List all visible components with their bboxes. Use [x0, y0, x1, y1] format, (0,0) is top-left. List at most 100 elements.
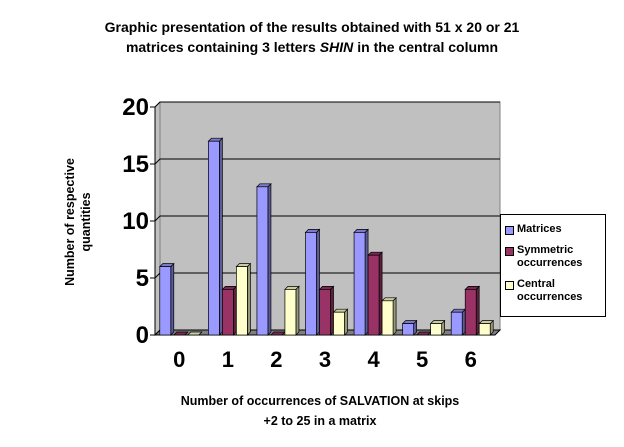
bar-top	[318, 286, 335, 290]
bar-side	[475, 285, 480, 336]
bar	[305, 232, 317, 336]
bar	[236, 266, 248, 336]
bar	[222, 289, 234, 336]
chart-title-part: in the central column	[357, 39, 498, 55]
bar-group	[158, 262, 175, 336]
bar-top	[415, 331, 432, 336]
bar-side	[295, 285, 300, 336]
bar-top	[401, 320, 418, 324]
bar-top	[221, 286, 238, 290]
legend-item: Symmetric occurrences	[505, 244, 601, 270]
bar-group	[464, 285, 481, 336]
bar	[381, 300, 394, 336]
bar-top	[284, 286, 300, 290]
legend-label: Central occurrences	[517, 278, 583, 303]
y-tick-label: 10	[122, 208, 149, 235]
bar-top	[353, 229, 369, 233]
legend-swatch	[505, 226, 514, 235]
bar	[478, 323, 491, 336]
legend-label: Matrices	[517, 223, 562, 235]
bar	[430, 323, 442, 336]
y-axis-label: Number of respective	[63, 158, 77, 286]
bar-top	[235, 263, 252, 267]
bar	[159, 266, 172, 336]
bar-top	[256, 183, 272, 188]
bar-group	[450, 308, 467, 336]
legend-item: Matrices	[505, 223, 601, 236]
grid-line	[154, 158, 500, 165]
bar	[256, 186, 269, 336]
bar-group	[304, 228, 321, 336]
y-tick-label: 15	[122, 151, 149, 178]
bar-top	[304, 229, 321, 233]
y-tick-label: 5	[136, 265, 149, 292]
bar-top	[381, 297, 397, 302]
bar-group	[401, 319, 418, 336]
bar	[284, 289, 297, 336]
bar-top	[429, 320, 446, 324]
bar-side	[233, 285, 237, 336]
bar-side	[267, 182, 272, 336]
bar-side	[247, 262, 251, 336]
bar-group	[186, 331, 203, 336]
bar-group	[221, 285, 238, 336]
bar-side	[392, 296, 397, 336]
bar-side	[344, 308, 348, 336]
bar-group	[381, 296, 397, 336]
chart-title: Graphic presentation of the results obta…	[105, 19, 520, 35]
bar	[208, 140, 220, 336]
bar-side	[461, 308, 466, 336]
bar	[333, 311, 345, 336]
bar-group	[353, 228, 369, 336]
bar	[464, 289, 477, 336]
bar-group	[332, 308, 349, 336]
bar	[367, 254, 380, 336]
bar-group	[256, 182, 272, 336]
bar-group	[429, 319, 446, 336]
legend-item: Central occurrences	[505, 278, 601, 304]
bar-top	[186, 331, 203, 336]
bar-top	[478, 320, 495, 324]
bar-side	[316, 228, 320, 336]
bar-top	[367, 251, 383, 256]
bar-top	[464, 286, 481, 290]
bar-top	[158, 263, 175, 267]
x-tick-label: 6	[465, 347, 477, 372]
x-tick-label: 1	[222, 347, 234, 372]
x-axis-label: Number of occurrences of SALVATION at sk…	[181, 394, 460, 408]
bar-group	[207, 137, 224, 336]
bar	[450, 311, 463, 336]
bar-top	[450, 308, 467, 313]
bar-group	[367, 251, 383, 336]
legend-swatch	[505, 247, 514, 256]
x-tick-label: 3	[319, 347, 331, 372]
chart-title: matrices containing 3 letters SHIN in the …	[126, 39, 498, 55]
bar-side	[170, 262, 175, 336]
x-tick-label: 0	[173, 347, 185, 372]
bar-group	[478, 319, 495, 336]
bar-side	[378, 251, 383, 336]
bar-top	[207, 137, 224, 142]
bar-top	[172, 331, 189, 336]
bar-top	[332, 308, 349, 313]
chart-title-part: matrices containing 3 letters	[126, 39, 316, 55]
bar-group	[318, 285, 335, 336]
grid-line	[154, 215, 500, 222]
bar-side	[364, 228, 369, 336]
chart-title-part: SHIN	[320, 39, 354, 55]
bar-top	[270, 331, 286, 336]
x-tick-label: 4	[367, 347, 380, 372]
bar-group	[284, 285, 300, 336]
bar-group	[235, 262, 252, 336]
bar-side	[219, 137, 223, 336]
legend: Matrices Symmetric occurrences Central occ…	[500, 214, 606, 317]
y-tick-label: 0	[136, 322, 149, 349]
y-tick-label: 20	[122, 94, 149, 121]
y-axis-label: quantities	[79, 192, 93, 251]
bar-group	[172, 331, 189, 336]
x-axis-label: +2 to 25 in a matrix	[264, 414, 377, 428]
bar-group	[415, 331, 432, 336]
bar-side	[330, 285, 334, 336]
